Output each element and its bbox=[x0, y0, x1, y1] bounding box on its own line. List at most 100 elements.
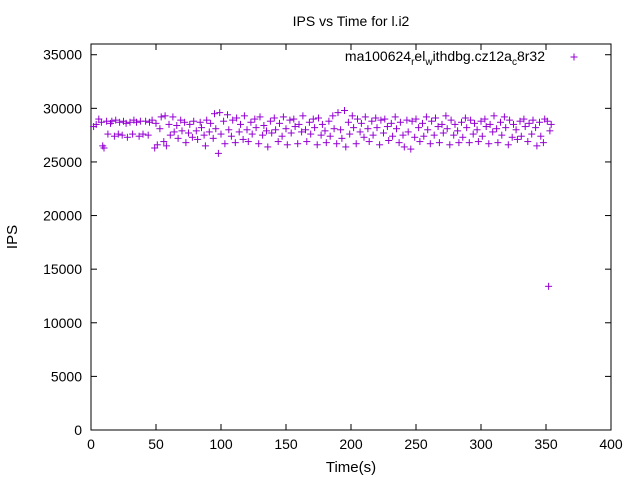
data-point bbox=[205, 128, 213, 136]
data-point bbox=[108, 117, 116, 125]
data-point bbox=[400, 143, 408, 151]
data-point bbox=[166, 131, 174, 139]
data-point bbox=[104, 130, 112, 138]
data-point bbox=[415, 124, 423, 132]
data-point bbox=[240, 112, 248, 120]
data-point bbox=[181, 118, 189, 126]
y-tick-label: 25000 bbox=[43, 154, 82, 170]
data-point bbox=[290, 115, 298, 123]
data-point bbox=[173, 121, 181, 129]
data-point bbox=[329, 112, 337, 120]
data-point bbox=[528, 130, 536, 138]
data-point bbox=[123, 133, 131, 141]
data-point bbox=[396, 118, 404, 126]
data-point bbox=[313, 141, 321, 149]
data-point bbox=[369, 131, 377, 139]
data-point bbox=[497, 118, 504, 126]
x-tick-label: 400 bbox=[599, 436, 623, 452]
y-tick-label: 15000 bbox=[43, 261, 82, 277]
data-point bbox=[539, 139, 547, 147]
data-point bbox=[482, 123, 490, 131]
data-point bbox=[248, 130, 256, 138]
data-point bbox=[279, 113, 287, 121]
data-point bbox=[450, 131, 458, 139]
data-point bbox=[338, 134, 346, 142]
data-point bbox=[283, 141, 291, 149]
data-point bbox=[325, 117, 333, 125]
data-point bbox=[502, 124, 510, 132]
data-point bbox=[305, 118, 313, 126]
x-tick-label: 250 bbox=[404, 436, 428, 452]
y-tick-label: 35000 bbox=[43, 47, 82, 63]
data-point bbox=[434, 123, 442, 131]
data-point bbox=[342, 143, 350, 151]
data-point bbox=[322, 139, 330, 147]
data-point bbox=[266, 117, 274, 125]
data-point bbox=[139, 130, 147, 138]
data-point bbox=[169, 113, 177, 121]
data-point bbox=[508, 133, 516, 141]
data-point bbox=[469, 130, 477, 138]
data-point bbox=[212, 125, 220, 133]
data-point bbox=[282, 125, 290, 133]
data-point bbox=[361, 113, 369, 121]
data-point bbox=[224, 111, 231, 119]
plot-border bbox=[90, 43, 612, 431]
legend-label: ma100624relwithdbg.cz12ac8r32 bbox=[345, 48, 545, 68]
data-point bbox=[229, 116, 237, 124]
data-point bbox=[419, 119, 426, 127]
data-point bbox=[186, 120, 194, 128]
data-point bbox=[494, 139, 502, 147]
data-point bbox=[214, 149, 222, 157]
data-point bbox=[135, 132, 143, 140]
data-point bbox=[510, 120, 517, 128]
data-point bbox=[529, 116, 537, 124]
data-point bbox=[354, 115, 361, 123]
data-point bbox=[357, 119, 365, 127]
data-point bbox=[295, 120, 303, 128]
data-point bbox=[156, 125, 164, 133]
data-point bbox=[467, 116, 475, 124]
legend-marker-plus bbox=[570, 53, 578, 61]
data-point bbox=[100, 144, 108, 152]
data-point bbox=[294, 140, 302, 148]
data-point bbox=[112, 116, 120, 124]
data-point bbox=[474, 138, 482, 146]
legend: ma100624relwithdbg.cz12ac8r32 bbox=[345, 48, 578, 68]
data-point bbox=[373, 124, 381, 132]
data-point bbox=[365, 138, 373, 146]
data-point bbox=[545, 282, 553, 290]
data-point bbox=[231, 139, 239, 147]
data-point bbox=[317, 131, 325, 139]
data-point bbox=[463, 124, 471, 132]
data-point bbox=[525, 119, 533, 127]
data-point bbox=[203, 116, 211, 124]
data-point bbox=[190, 117, 198, 125]
data-point bbox=[337, 126, 345, 134]
data-point bbox=[110, 132, 118, 140]
data-point bbox=[165, 120, 173, 128]
data-point bbox=[217, 130, 225, 138]
data-point bbox=[352, 140, 360, 148]
data-point bbox=[160, 138, 168, 146]
data-point bbox=[252, 124, 260, 132]
data-point bbox=[521, 123, 529, 131]
data-point bbox=[517, 132, 525, 140]
data-point bbox=[430, 131, 438, 139]
data-point bbox=[200, 131, 208, 139]
data-point bbox=[422, 113, 430, 121]
data-point bbox=[244, 138, 252, 146]
data-point bbox=[198, 124, 205, 132]
data-point bbox=[471, 119, 478, 127]
data-point bbox=[182, 139, 190, 147]
data-point bbox=[291, 123, 299, 131]
data-point bbox=[389, 132, 397, 140]
data-point bbox=[330, 125, 338, 133]
x-tick-label: 150 bbox=[274, 436, 298, 452]
data-point bbox=[458, 118, 465, 126]
data-point bbox=[426, 140, 434, 148]
data-point bbox=[227, 132, 235, 140]
data-point bbox=[97, 118, 105, 126]
data-point bbox=[500, 113, 508, 121]
